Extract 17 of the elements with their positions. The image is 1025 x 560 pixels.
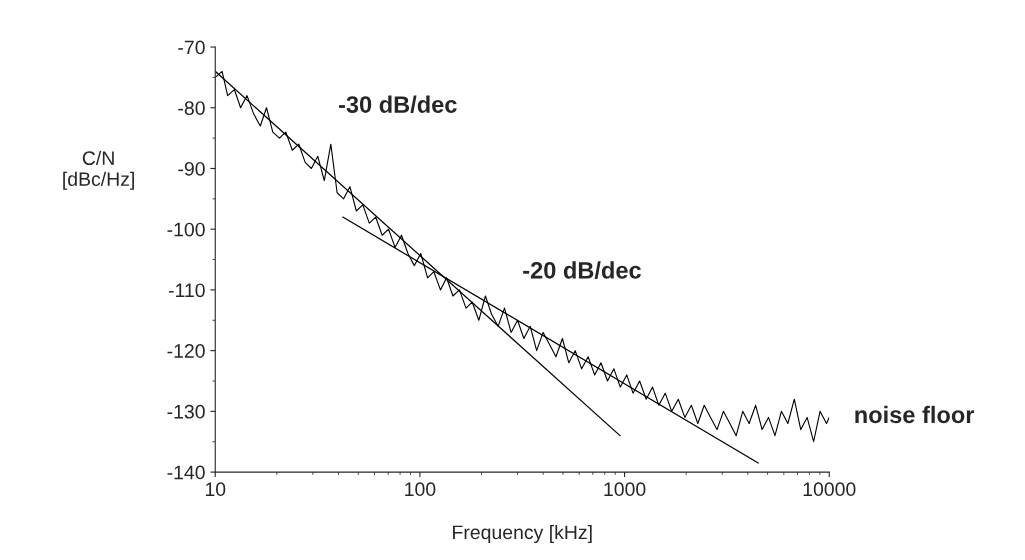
y-tick-label: -80 bbox=[178, 101, 205, 115]
annotation: -20 dB/dec bbox=[523, 261, 641, 279]
x-tick-label: 100 bbox=[405, 482, 436, 497]
x-tick-label: 1000 bbox=[604, 482, 646, 497]
x-tick-label: 10000 bbox=[803, 482, 856, 497]
y-tick-label: -140 bbox=[167, 465, 205, 480]
x-axis-title: Frequency [kHz] bbox=[453, 524, 592, 544]
y-tick-label: -130 bbox=[167, 404, 205, 419]
x-tick-label: 10 bbox=[205, 482, 226, 497]
annotation: -30 dB/dec bbox=[338, 95, 457, 114]
y-tick-label: -100 bbox=[167, 222, 205, 237]
y-axis-title: C/N [dBc/Hz] bbox=[63, 150, 134, 190]
y-tick-label: -70 bbox=[178, 40, 205, 55]
text: noise floor bbox=[855, 405, 975, 424]
y-tick-label: -110 bbox=[168, 283, 205, 298]
y-tick-label: -120 bbox=[167, 344, 205, 358]
y-tick-label: -90 bbox=[178, 161, 205, 176]
